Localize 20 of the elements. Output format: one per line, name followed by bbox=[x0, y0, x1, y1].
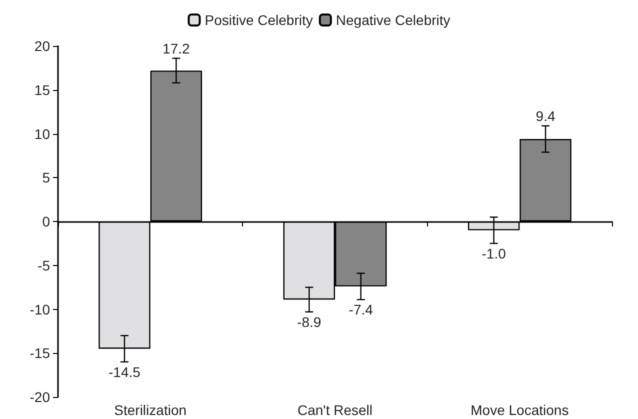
y-tick-label: 15 bbox=[34, 82, 50, 98]
legend-label: Negative Celebrity bbox=[336, 12, 450, 28]
data-label: -7.4 bbox=[348, 302, 374, 318]
y-tick-label: 5 bbox=[42, 170, 50, 186]
y-tick-label: 0 bbox=[42, 214, 50, 230]
data-label: -1.0 bbox=[482, 245, 506, 262]
y-tick-label: -5 bbox=[38, 257, 50, 274]
data-label: -8.9 bbox=[297, 314, 322, 330]
x-tick-label: Move Locations bbox=[470, 402, 569, 418]
y-tick-label: 10 bbox=[34, 126, 50, 142]
data-label: 9.4 bbox=[536, 108, 556, 124]
y-tick-label: -15 bbox=[30, 345, 50, 362]
legend-label: Positive Celebrity bbox=[204, 12, 313, 28]
x-tick-label: Sterilization bbox=[114, 402, 187, 418]
data-label: 17.2 bbox=[162, 40, 190, 56]
data-label: -14.5 bbox=[108, 364, 141, 380]
x-tick-label: Can't Resell bbox=[297, 402, 373, 418]
y-tick-label: -20 bbox=[30, 389, 50, 405]
y-tick-label: 20 bbox=[34, 38, 50, 54]
y-tick-label: -10 bbox=[30, 301, 50, 318]
